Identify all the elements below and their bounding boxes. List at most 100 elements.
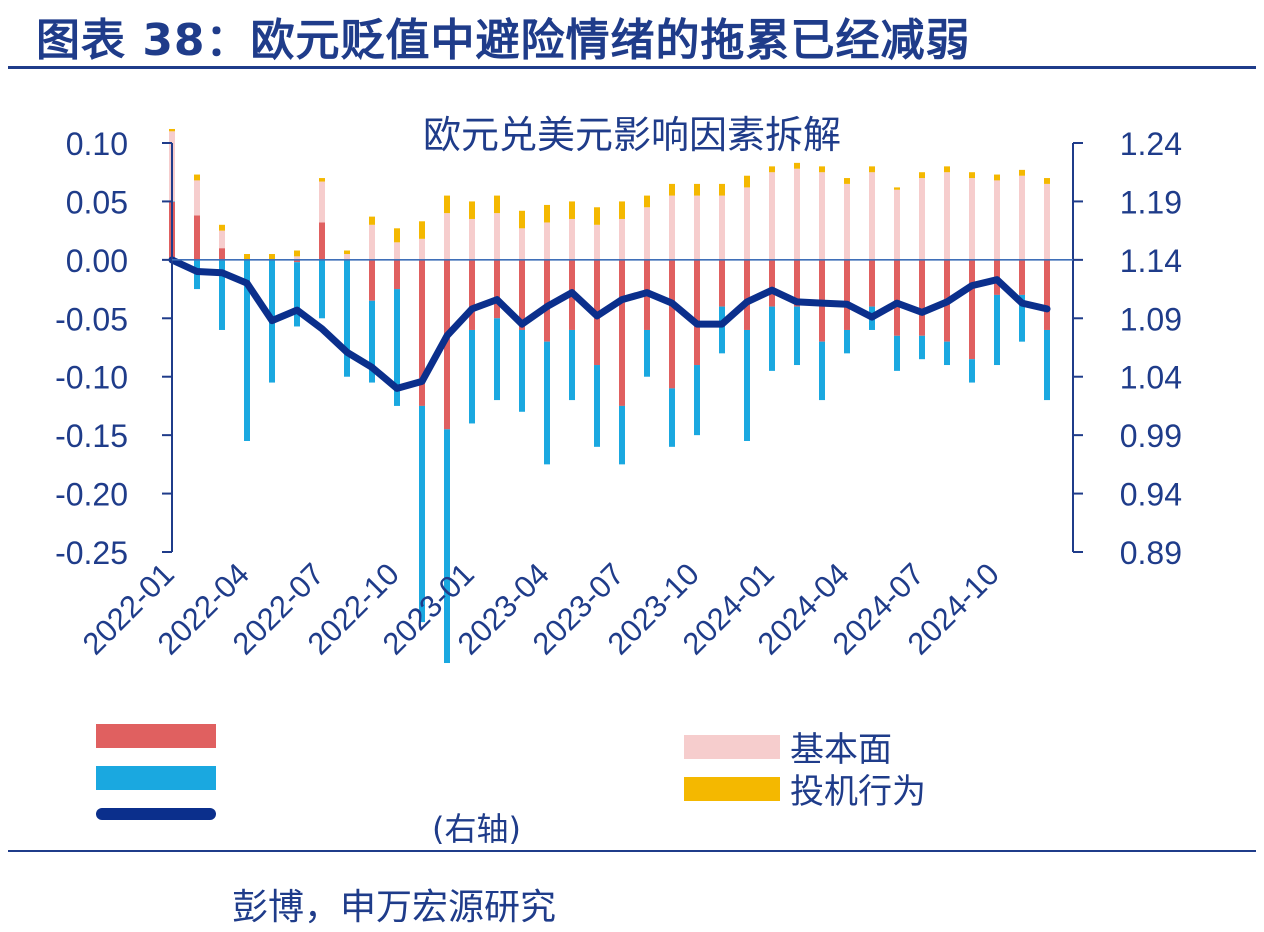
bar-fundamental (1044, 183, 1050, 260)
right-tick-label: 0.89 (1120, 535, 1182, 571)
bar-blue (744, 329, 750, 441)
eurusd-point (995, 278, 999, 282)
bar-blue (319, 259, 325, 319)
bar-fundamental (819, 172, 825, 260)
eurusd-point (345, 350, 349, 354)
bar-blue (1044, 329, 1050, 401)
eurusd-point (270, 319, 274, 323)
bar-fundamental (894, 189, 900, 260)
bar-speculative (169, 128, 175, 132)
eurusd-point (495, 298, 499, 302)
bar-red (419, 259, 425, 406)
bar-speculative (469, 201, 475, 219)
bar-speculative (769, 166, 775, 173)
eurusd-point (645, 291, 649, 295)
bar-red (194, 215, 200, 260)
bar-red (544, 259, 550, 342)
eurusd-point (670, 301, 674, 305)
bar-red (619, 259, 625, 406)
bar-speculative (544, 204, 550, 223)
bar-red (369, 259, 375, 301)
bar-speculative (869, 166, 875, 173)
bar-blue (469, 329, 475, 424)
bar-blue (794, 306, 800, 366)
bar-speculative (244, 254, 250, 260)
bar-blue (719, 306, 725, 354)
bar-fundamental (569, 218, 575, 260)
bar-red (294, 259, 300, 263)
right-tick-label: 1.19 (1120, 184, 1182, 220)
bar-speculative (969, 172, 975, 179)
bar-speculative (419, 221, 425, 239)
left-tick-label: -0.05 (55, 301, 128, 337)
bar-blue (669, 388, 675, 447)
bar-blue (844, 329, 850, 354)
bar-blue (969, 359, 975, 383)
bar-blue (519, 329, 525, 412)
bar-fundamental (444, 213, 450, 260)
eurusd-point (220, 271, 224, 275)
bar-blue (494, 318, 500, 401)
left-tick-label: 0.10 (66, 126, 128, 162)
bar-red (919, 259, 925, 336)
legend-fundamental-swatch (684, 734, 780, 759)
bar-blue (369, 300, 375, 383)
legend-speculative-label: 投机行为 (790, 772, 926, 812)
eurusd-point (195, 270, 199, 274)
bar-speculative (819, 166, 825, 173)
eurusd-point (295, 308, 299, 312)
bar-blue (219, 259, 225, 330)
bar-blue (294, 262, 300, 327)
eurusd-point (470, 307, 474, 311)
bar-red (494, 259, 500, 319)
bar-fundamental (369, 224, 375, 260)
bar-speculative (444, 195, 450, 214)
eurusd-point (720, 322, 724, 326)
bar-fundamental (744, 187, 750, 260)
eurusd-point (945, 300, 949, 304)
bar-red (1044, 259, 1050, 330)
bar-blue (544, 341, 550, 465)
bar-speculative (944, 166, 950, 173)
legend-line (96, 808, 226, 820)
bar-blue (244, 259, 250, 441)
eurusd-point (370, 365, 374, 369)
bar-fundamental (419, 238, 425, 260)
bar-red (769, 259, 775, 307)
left-tick-label: -0.10 (55, 360, 128, 396)
bar-blue (769, 306, 775, 371)
bar-speculative (694, 183, 700, 196)
bar-fundamental (994, 180, 1000, 260)
bar-blue (894, 335, 900, 371)
bar-blue (594, 365, 600, 447)
bar-blue (444, 429, 450, 664)
bar-blue (344, 259, 350, 377)
bar-red (794, 259, 800, 307)
bar-red (319, 222, 325, 260)
bar-fundamental (519, 228, 525, 260)
legend-blue-swatch (96, 766, 216, 790)
bar-fundamental (669, 195, 675, 260)
bar-speculative (569, 201, 575, 219)
bar-speculative (1044, 178, 1050, 184)
bar-fundamental (869, 172, 875, 260)
bar-red (219, 248, 225, 260)
bar-red (444, 259, 450, 430)
eurusd-point (1045, 307, 1049, 311)
bar-fundamental (544, 222, 550, 260)
eurusd-point (745, 300, 749, 304)
bar-fundamental (944, 172, 950, 260)
bar-speculative (319, 178, 325, 182)
eurusd-point (695, 322, 699, 326)
right-axis-note: (右轴) (432, 810, 521, 848)
bar-red (844, 259, 850, 330)
legend-speculative-swatch (684, 776, 780, 801)
bar-speculative (844, 178, 850, 184)
bar-red (394, 259, 400, 290)
bar-fundamental (394, 242, 400, 260)
bar-blue (644, 329, 650, 377)
eurusd-point (320, 327, 324, 331)
left-tick-label: 0.00 (66, 243, 128, 279)
eurusd-point (770, 288, 774, 292)
bar-fundamental (294, 256, 300, 260)
